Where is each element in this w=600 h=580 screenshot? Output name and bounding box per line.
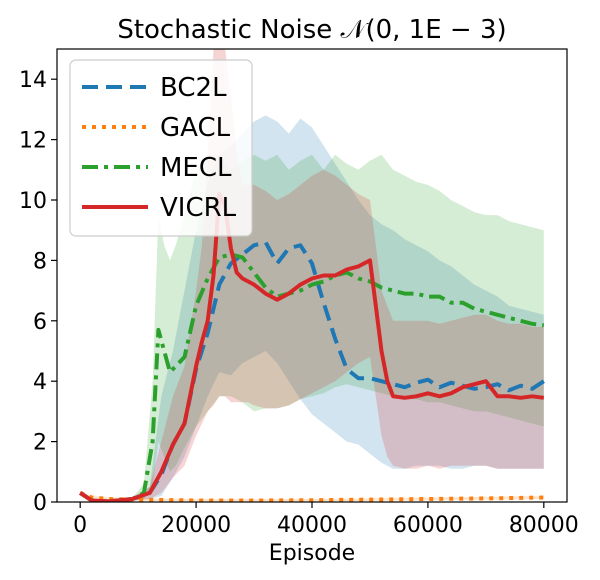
y-tick-label: 6	[33, 310, 47, 335]
y-tick-label: 10	[19, 189, 47, 214]
y-tick-label: 12	[19, 129, 47, 154]
legend-label-bc2l: BC2L	[160, 73, 227, 103]
y-tick-label: 14	[19, 68, 47, 93]
y-tick-label: 8	[33, 249, 47, 274]
series-lines	[79, 192, 545, 502]
y-tick-label: 2	[33, 431, 47, 456]
legend-label-gacl: GACL	[160, 113, 231, 143]
x-tick-label: 20000	[161, 513, 231, 538]
x-tick-label: 0	[73, 513, 87, 538]
x-tick-label: 80000	[509, 513, 579, 538]
chart-title: Stochastic Noise 𝒩(0, 1E − 3)	[117, 15, 506, 45]
x-tick-label: 60000	[393, 513, 463, 538]
legend-box	[69, 59, 253, 237]
line-mecl	[79, 252, 545, 502]
band-vicrl	[80, 49, 544, 502]
y-tick-label: 0	[33, 491, 47, 516]
legend-label-vicrl: VICRL	[160, 193, 237, 223]
band-mecl	[80, 154, 544, 502]
y-tick-label: 4	[33, 370, 47, 395]
band-gacl	[80, 491, 544, 502]
legend: BC2L GACL MECL VICRL	[69, 59, 253, 237]
x-axis-title: Episode	[269, 541, 355, 566]
line-vicrl	[79, 192, 545, 502]
confidence-bands	[80, 49, 544, 502]
legend-label-mecl: MECL	[160, 153, 232, 183]
plot-frame	[56, 48, 568, 503]
x-tick-label: 40000	[277, 513, 347, 538]
band-bc2l	[80, 115, 544, 502]
axis-ticks: 0 20000 40000 60000 80000 0 2 4 6 8 10 12 14	[19, 68, 579, 538]
